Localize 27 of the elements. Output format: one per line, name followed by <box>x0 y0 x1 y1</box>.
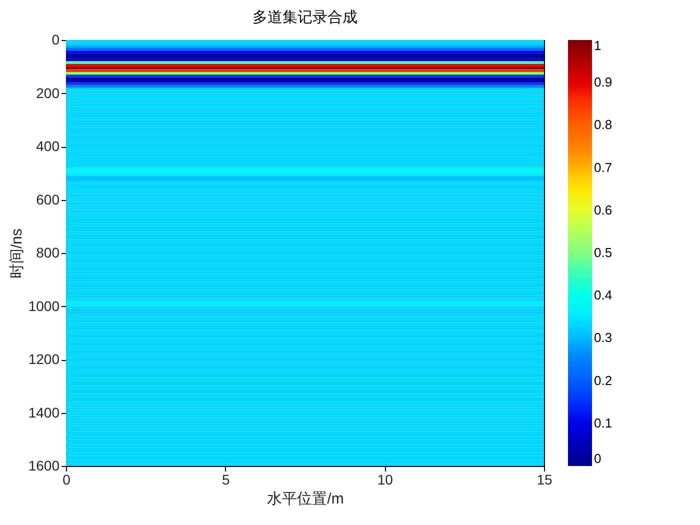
color-bar-label: 0 <box>594 451 602 466</box>
y-axis-title: 时间/ns <box>8 228 26 279</box>
y-tick-label: 0 <box>52 32 60 48</box>
y-tick-label: 1600 <box>28 458 60 474</box>
color-bar-label: 0.1 <box>594 415 612 430</box>
x-tick-label: 15 <box>536 472 552 488</box>
x-axis-title: 水平位置/m <box>267 490 344 508</box>
color-bar-label: 0.2 <box>594 372 612 388</box>
chart-title: 多道集记录合成 <box>252 9 358 26</box>
color-bar-label: 0.5 <box>594 245 612 260</box>
y-tick-label: 200 <box>36 84 60 101</box>
color-bar-label: 1 <box>594 38 602 53</box>
x-tick-label: 5 <box>222 472 230 488</box>
color-bar-label: 0.8 <box>594 117 612 132</box>
color-bar-label: 0.9 <box>594 74 612 90</box>
x-tick-label: 0 <box>62 472 71 488</box>
color-bar-label: 0.3 <box>594 330 612 346</box>
y-tick-label: 1000 <box>28 298 60 314</box>
y-tick-label: 400 <box>36 138 60 154</box>
y-tick-label: 1400 <box>28 404 60 420</box>
y-tick-label: 1200 <box>28 351 60 367</box>
color-bar-label: 0.7 <box>594 160 612 175</box>
y-tick-label: 600 <box>36 191 60 208</box>
color-bar-label: 0.6 <box>594 202 612 218</box>
x-tick-label: 10 <box>377 472 394 488</box>
y-tick-label: 800 <box>36 244 60 260</box>
color-bar-label: 0.4 <box>594 288 612 303</box>
